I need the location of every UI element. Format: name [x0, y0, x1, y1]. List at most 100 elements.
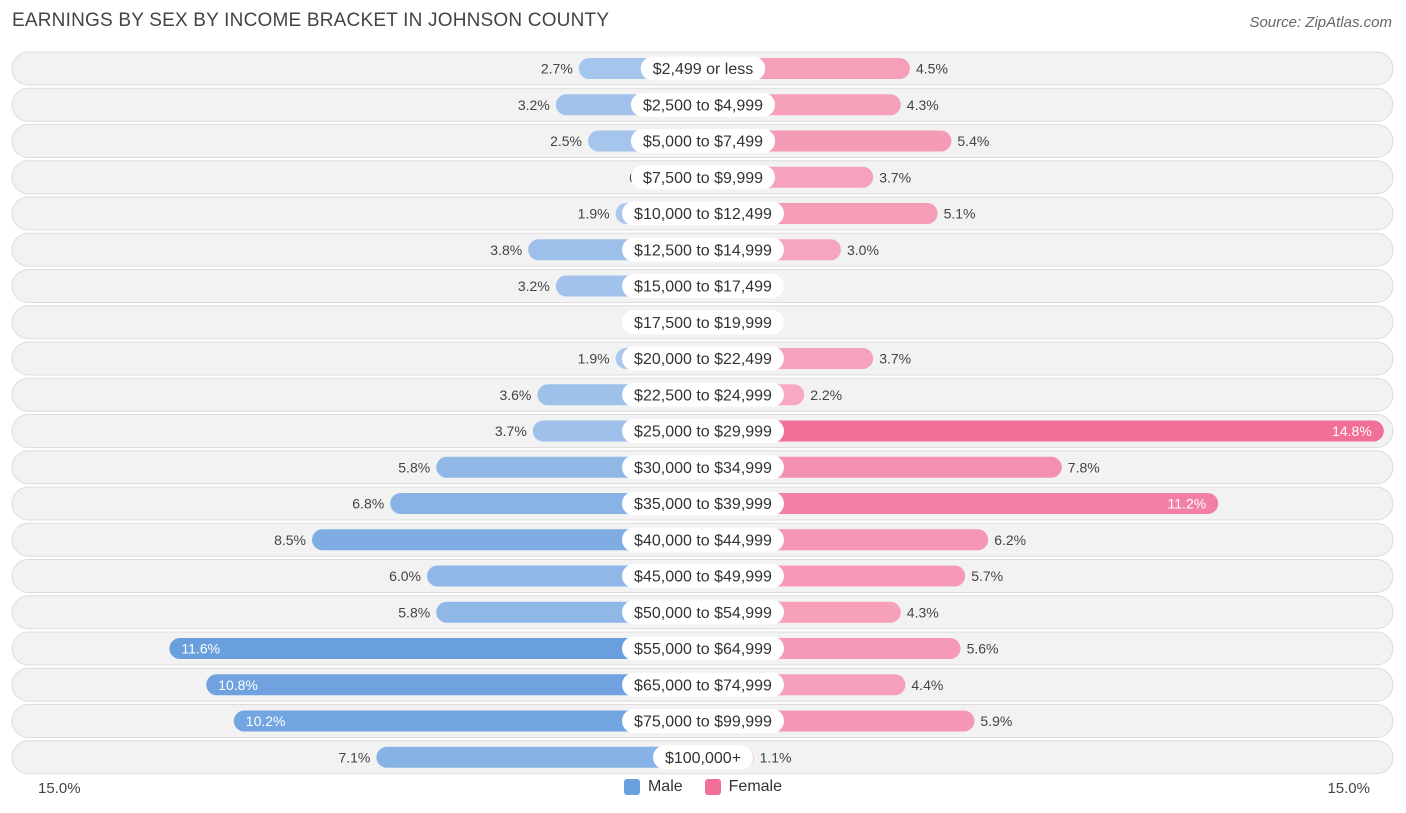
- male-value-label: 2.5%: [550, 133, 582, 149]
- female-value-label: 5.1%: [944, 206, 976, 222]
- income-row: 3.2%0.65%$15,000 to $17,499: [11, 269, 1394, 303]
- legend-item-male[interactable]: Male: [623, 778, 683, 796]
- male-value-label: 11.6%: [181, 641, 220, 657]
- category-label: $45,000 to $49,999: [634, 569, 772, 586]
- male-value-label: 1.9%: [578, 351, 610, 367]
- category-label: $10,000 to $12,499: [634, 206, 772, 223]
- category-pill: [622, 237, 784, 262]
- income-row: 10.8% 4.4% $65,000 to $74,999: [11, 667, 1394, 702]
- male-value-label: 8.5%: [274, 532, 306, 548]
- axis-left-label: 15.0%: [38, 780, 81, 797]
- male-value-label: 10.8%: [218, 677, 258, 693]
- male-value-label: 2.7%: [541, 61, 573, 77]
- category-label: $20,000 to $22,499: [634, 351, 772, 368]
- female-value-label: 4.3%: [907, 604, 939, 620]
- income-row: 6.8% 11.2% $35,000 to $39,999: [11, 486, 1394, 521]
- female-value-label: 4.4%: [911, 677, 943, 693]
- category-label: $25,000 to $29,999: [634, 424, 772, 441]
- female-bar[interactable]: [703, 493, 1219, 514]
- male-value-label: 7.1%: [338, 749, 370, 765]
- category-pill: [652, 745, 754, 770]
- male-value-label: 10.2%: [246, 713, 286, 729]
- male-value-label: 3.6%: [499, 387, 531, 403]
- female-value-label: 1.1%: [760, 749, 792, 765]
- male-value-label: 6.0%: [389, 568, 421, 584]
- female-value-label: 5.6%: [967, 641, 999, 657]
- legend-male-label: Male: [647, 778, 683, 795]
- female-value-label: 2.2%: [810, 387, 842, 403]
- income-row: 0.31%0.56%$17,500 to $19,999: [11, 305, 1394, 340]
- female-value-label: 7.8%: [1068, 459, 1100, 475]
- male-bar[interactable]: [169, 638, 703, 659]
- male-bar[interactable]: [233, 710, 704, 732]
- category-pill: [622, 600, 784, 625]
- female-value-label: 11.2%: [1168, 496, 1207, 512]
- category-label: $30,000 to $34,999: [634, 460, 772, 477]
- male-bar[interactable]: [376, 746, 703, 768]
- legend: Male Female: [0, 778, 1406, 796]
- category-pill: [622, 382, 784, 407]
- male-value-label: 3.2%: [518, 97, 550, 113]
- category-label: $7,500 to $9,999: [643, 170, 763, 187]
- female-bar[interactable]: [703, 420, 1384, 442]
- legend-item-female[interactable]: Female: [704, 778, 783, 796]
- category-pill: [630, 165, 776, 190]
- category-label: $2,499 or less: [653, 61, 754, 78]
- legend-female-label: Female: [728, 778, 783, 795]
- income-row: 3.2% 4.3% $2,500 to $4,999: [11, 87, 1394, 122]
- category-pill: [622, 709, 784, 733]
- female-value-label: 4.5%: [916, 61, 948, 77]
- category-pill: [622, 419, 784, 443]
- female-swatch: [704, 779, 721, 795]
- category-pill: [630, 129, 776, 153]
- income-row: 2.5% 5.4% $5,000 to $7,499: [11, 124, 1394, 158]
- category-pill: [622, 455, 784, 480]
- female-value-label: 5.4%: [957, 133, 989, 149]
- income-row: 11.6% 5.6% $55,000 to $64,999: [11, 631, 1394, 666]
- category-pill: [622, 346, 784, 371]
- female-value-label: 5.7%: [971, 568, 1003, 584]
- category-label: $100,000+: [665, 750, 741, 767]
- category-label: $22,500 to $24,999: [634, 387, 772, 404]
- male-value-label: 5.8%: [398, 459, 430, 475]
- category-label: $75,000 to $99,999: [634, 714, 772, 731]
- female-value-label: 3.7%: [879, 169, 911, 185]
- category-pill: [622, 310, 784, 335]
- category-pill: [622, 274, 784, 298]
- axis-right-label: 15.0%: [1327, 780, 1370, 797]
- income-row: 5.8% 4.3% $50,000 to $54,999: [11, 595, 1394, 630]
- female-value-label: 4.3%: [907, 97, 939, 113]
- income-row: 0.61%3.7%$7,500 to $9,999: [11, 160, 1394, 195]
- female-value-label: 3.7%: [879, 351, 911, 367]
- male-swatch: [623, 779, 640, 795]
- female-bar[interactable]: [703, 456, 1062, 478]
- category-label: $65,000 to $74,999: [634, 677, 772, 694]
- male-bar[interactable]: [312, 529, 703, 551]
- income-row: 1.9% 3.7% $20,000 to $22,499: [11, 341, 1394, 376]
- income-row: 1.9% 5.1% $10,000 to $12,499: [11, 196, 1394, 231]
- category-pill: [622, 527, 784, 552]
- category-pill: [622, 672, 784, 697]
- income-row: 6.0% 5.7% $45,000 to $49,999: [11, 559, 1394, 593]
- income-row: 3.7% 14.8% $25,000 to $29,999: [11, 414, 1394, 448]
- income-row: 3.6% 2.2% $22,500 to $24,999: [11, 377, 1394, 412]
- male-value-label: 3.7%: [495, 423, 527, 439]
- male-value-label: 5.8%: [398, 604, 430, 620]
- category-label: $35,000 to $39,999: [634, 496, 772, 513]
- female-value-label: 5.9%: [980, 713, 1012, 729]
- category-pill: [622, 491, 784, 516]
- income-row: 7.1% 1.1% $100,000+: [11, 740, 1394, 775]
- category-label: $17,500 to $19,999: [634, 315, 772, 332]
- male-value-label: 1.9%: [578, 206, 610, 222]
- category-pill: [640, 56, 766, 81]
- category-label: $40,000 to $44,999: [634, 532, 772, 549]
- male-value-label: 3.8%: [490, 242, 522, 258]
- male-bar[interactable]: [206, 674, 703, 696]
- category-label: $2,500 to $4,999: [643, 97, 763, 114]
- category-label: $5,000 to $7,499: [643, 134, 763, 151]
- income-row: 2.7% 4.5% $2,499 or less: [11, 51, 1394, 86]
- female-value-label: 3.0%: [847, 242, 879, 258]
- female-value-label: 6.2%: [994, 532, 1026, 548]
- category-label: $15,000 to $17,499: [634, 279, 772, 296]
